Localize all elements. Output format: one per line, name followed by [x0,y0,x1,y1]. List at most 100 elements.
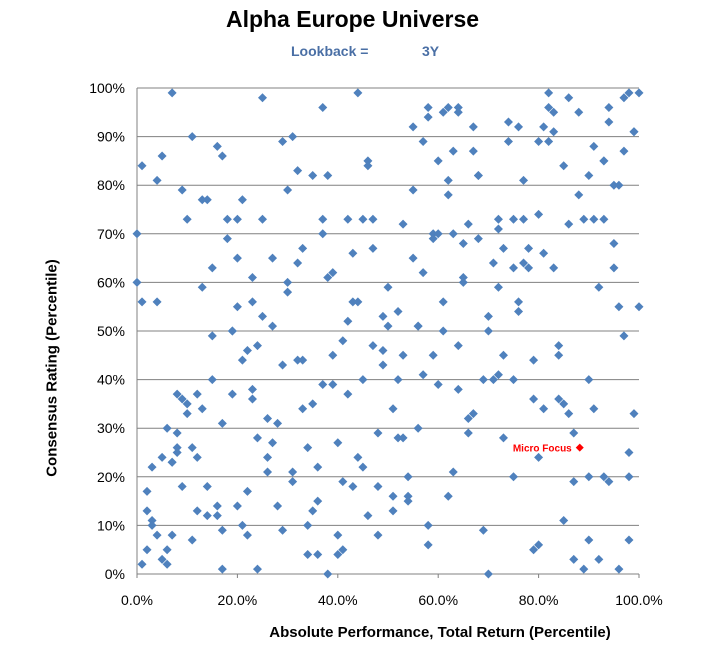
data-point [343,316,353,326]
data-point [584,472,594,482]
data-point [333,530,343,540]
data-point [468,409,478,419]
data-point [524,263,534,273]
data-point [268,253,278,263]
data-point [443,190,453,200]
data-point [187,443,197,453]
data-point [348,297,358,307]
data-point [162,559,172,569]
data-point [167,457,177,467]
data-point [403,496,413,506]
data-point [358,214,368,224]
data-point [172,389,182,399]
data-point [493,224,503,234]
data-point [268,321,278,331]
data-point [318,102,328,112]
data-point [323,273,333,283]
data-point [162,423,172,433]
data-point [328,350,338,360]
data-point [288,467,298,477]
data-point [564,93,574,103]
data-point [509,375,518,385]
data-point [574,190,584,200]
data-point [298,243,308,253]
y-tick-label: 50% [97,323,125,339]
data-point [418,370,428,380]
data-point [554,394,564,404]
data-point [418,268,428,278]
data-point [293,166,303,176]
data-point [177,482,187,492]
data-point [493,214,503,224]
data-point [247,394,257,404]
data-point [363,511,373,521]
data-point [483,326,493,336]
data-point [242,486,252,496]
y-tick-label: 30% [97,420,125,436]
data-point [423,540,433,550]
data-point [589,141,599,151]
data-point [579,214,589,224]
data-point [263,413,273,423]
data-point [363,161,373,171]
data-point [604,477,614,487]
data-point [564,219,574,229]
x-tick-label: 100.0% [615,592,662,608]
data-point [498,433,508,443]
data-point [368,243,378,253]
data-point [152,530,162,540]
data-point [132,229,142,239]
data-point [318,214,328,224]
data-point [498,350,508,360]
data-point [609,263,619,273]
data-point [348,482,358,492]
data-point [549,127,559,137]
data-point [137,161,147,171]
data-point [278,360,288,370]
data-point [328,268,338,278]
data-point [207,263,217,273]
data-point [368,341,378,351]
data-point [468,146,478,156]
x-tick-label: 80.0% [519,592,559,608]
data-point [197,195,207,205]
data-point [594,554,604,564]
data-point [308,506,318,516]
data-point [463,413,473,423]
data-point [453,341,463,351]
data-point [157,452,167,462]
data-point [438,297,448,307]
data-point [529,355,539,365]
highlight-point [575,443,584,452]
data-point [503,117,513,127]
data-point [212,511,222,521]
data-point [303,550,313,560]
data-point [493,370,503,380]
data-point [162,545,172,555]
data-point [534,452,544,462]
y-tick-label: 60% [97,274,125,290]
data-point [483,311,493,321]
data-point [358,462,368,472]
data-point [488,375,498,385]
data-point [413,423,423,433]
data-point [303,443,313,453]
data-point [313,550,323,560]
data-point [308,399,318,409]
lookback-value: 3Y [422,43,440,59]
data-point [283,185,293,195]
data-point [258,311,267,321]
data-point [564,409,574,419]
data-point [373,482,383,492]
data-point [333,550,343,560]
data-point [398,350,408,360]
data-point [252,433,262,443]
data-point [423,102,433,112]
y-tick-label: 80% [97,177,125,193]
data-point [473,170,483,180]
data-point [177,185,187,195]
data-point [247,297,257,307]
data-point [398,433,408,443]
data-point [498,243,508,253]
data-point [554,341,564,351]
